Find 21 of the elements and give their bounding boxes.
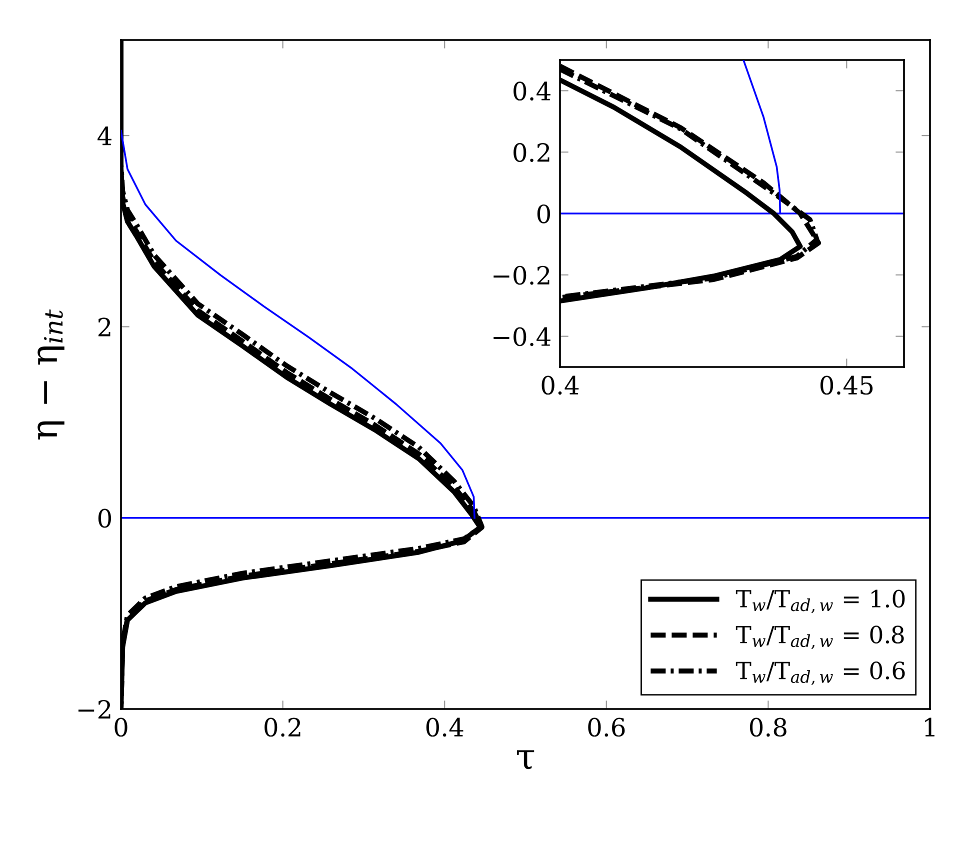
y-tick-label: 0 xyxy=(98,508,112,528)
x-tick-label: 0.6 xyxy=(588,718,625,737)
x-tick-label: 0.8 xyxy=(750,718,786,737)
x-tick-label: 0.2 xyxy=(264,718,300,737)
y-axis-title: η − η$_{int}$ xyxy=(38,309,64,440)
x-tick-label: 1 xyxy=(925,718,934,736)
x-tick-label: 0.4 xyxy=(426,718,464,737)
x-tick-label: 0.45 xyxy=(820,376,873,395)
y-tick-label: 0 xyxy=(537,204,550,224)
y-tick-label: 2 xyxy=(98,318,110,336)
y-tick-label: 0.2 xyxy=(514,143,550,162)
y-tick-label: −0.2 xyxy=(494,266,550,285)
x-axis-title: τ xyxy=(516,750,534,770)
legend-label: T$_{w}$/T$_{ad,w}$ = 0.8 xyxy=(736,626,904,650)
y-tick-label: 0.4 xyxy=(514,82,550,101)
legend-label: T$_{w}$/T$_{ad,w}$ = 1.0 xyxy=(736,590,905,614)
x-tick-label: 0 xyxy=(114,718,128,737)
legend-label: T$_{w}$/T$_{ad,w}$ = 0.6 xyxy=(736,662,905,685)
y-tick-label: 4 xyxy=(98,126,112,146)
y-tick-label: −2 xyxy=(78,700,110,718)
y-tick-label: −0.4 xyxy=(494,327,550,346)
